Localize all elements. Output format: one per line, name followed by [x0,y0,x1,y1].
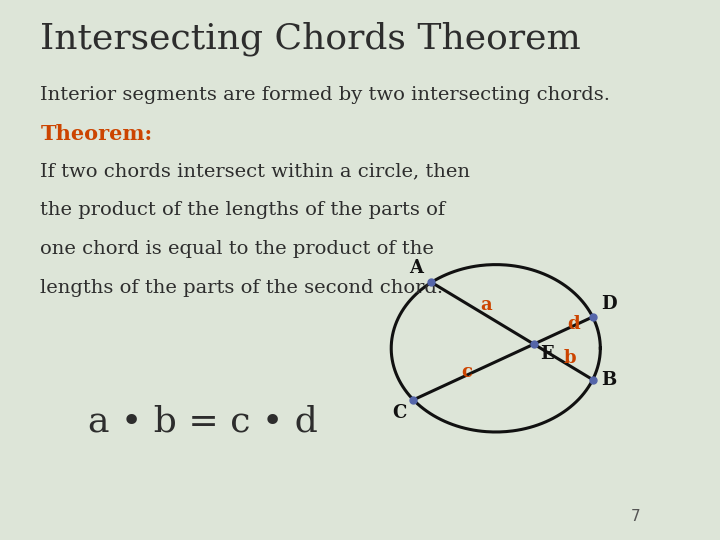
Text: A: A [409,259,423,277]
Text: d: d [567,315,580,333]
Text: E: E [541,345,554,363]
Text: Interior segments are formed by two intersecting chords.: Interior segments are formed by two inte… [40,86,611,104]
Text: c: c [462,363,472,381]
Text: b: b [564,349,576,367]
Text: the product of the lengths of the parts of: the product of the lengths of the parts … [40,201,446,219]
Text: B: B [601,370,617,389]
Text: one chord is equal to the product of the: one chord is equal to the product of the [40,240,434,258]
Text: Intersecting Chords Theorem: Intersecting Chords Theorem [40,22,581,56]
Text: If two chords intersect within a circle, then: If two chords intersect within a circle,… [40,162,470,180]
Text: Theorem:: Theorem: [40,124,153,144]
Text: a: a [480,296,492,314]
Text: 7: 7 [631,509,641,524]
Text: D: D [601,295,617,313]
Text: a • b = c • d: a • b = c • d [88,405,318,439]
Text: C: C [392,404,407,422]
Text: lengths of the parts of the second chord.: lengths of the parts of the second chord… [40,279,444,296]
